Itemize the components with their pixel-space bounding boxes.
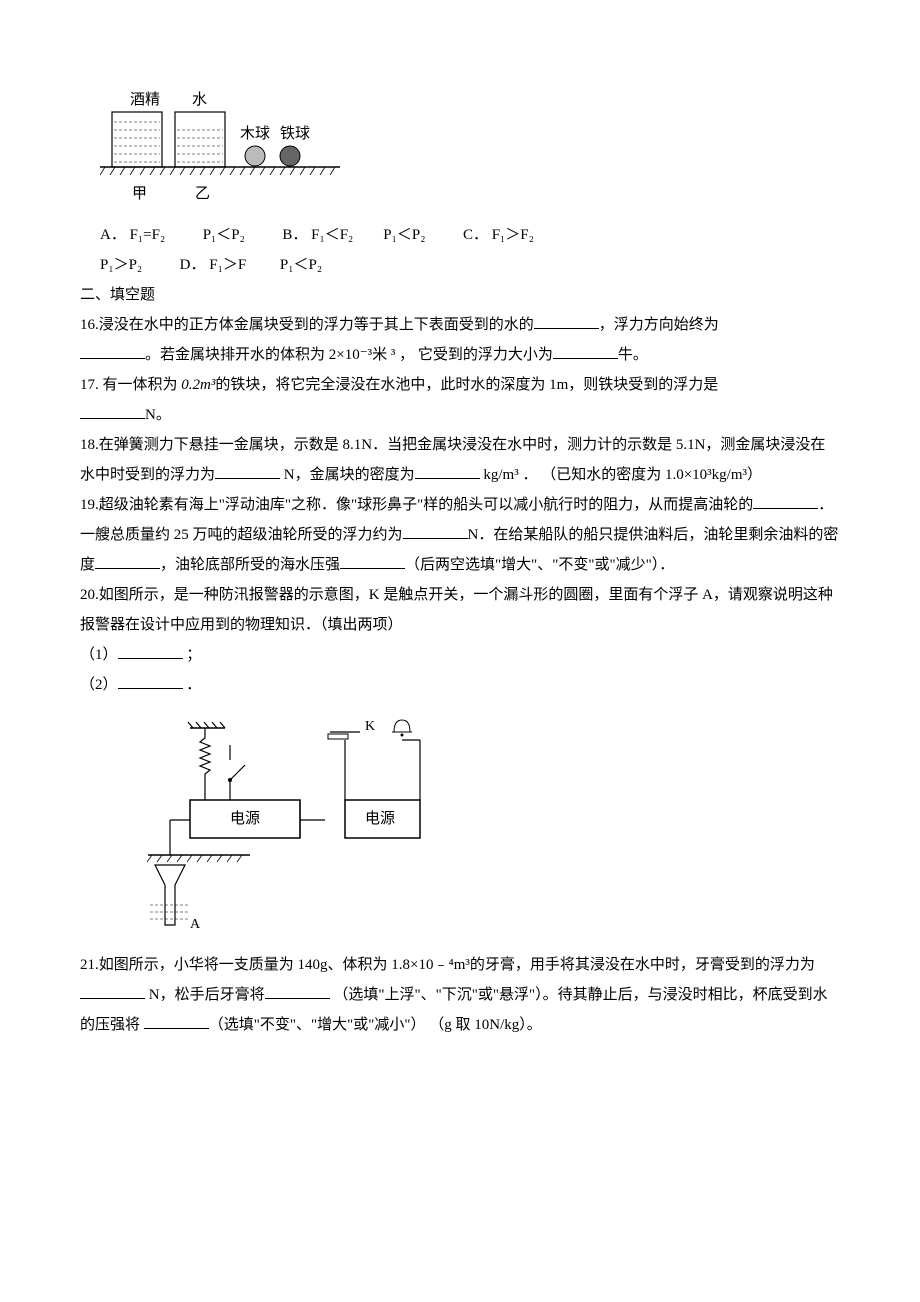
choice-a2: P₁＜P₂	[203, 227, 245, 243]
q18-mid1: N，金属块的密度为	[280, 467, 415, 483]
choice-d-pre: D．	[180, 257, 206, 273]
q20-svg: 电源 A 电源 K	[130, 710, 440, 940]
q16-mid1: ，浮力方向始终为	[599, 317, 719, 333]
q19-tail: （后两空选填"增大"、"不变"或"减少"）．	[405, 557, 674, 573]
q19-pre: 19.超级油轮素有海上"浮动油库"之称．像"球形鼻子"样的船头可以减小航行时的阻…	[80, 497, 753, 513]
q21-blank2[interactable]	[265, 983, 330, 999]
q16-tail: 牛。	[618, 347, 648, 363]
q20-item1: （1）	[80, 647, 118, 663]
q20-blank2[interactable]	[118, 673, 183, 689]
q16-blank1[interactable]	[534, 313, 599, 329]
choice-b-pre: B．	[282, 227, 307, 243]
section2-heading: 二、填空题	[80, 280, 840, 310]
q17-vol: 0.2m³	[181, 377, 215, 393]
q15-svg: 酒精 甲 水 乙	[100, 90, 360, 210]
alcohol-label: 酒精	[130, 91, 160, 108]
cup-a-label: 甲	[132, 186, 147, 202]
q21: 21.如图所示，小华将一支质量为 140g、体积为 1.8×10﹣⁴m³的牙膏，…	[80, 950, 840, 1040]
q19: 19.超级油轮素有海上"浮动油库"之称．像"球形鼻子"样的船头可以减小航行时的阻…	[80, 490, 840, 580]
q17-blank[interactable]	[80, 403, 145, 419]
choice-a-pre: A．	[100, 227, 126, 243]
wood-ball-label: 木球	[240, 125, 270, 142]
choice-b1: F₁＜F₂	[311, 227, 353, 243]
q21-blank1[interactable]	[80, 983, 145, 999]
q15-choices: A． F₁=F₂ P₁＜P₂ B． F₁＜F₂ P₁＜P₂ C． F₁＞F₂ P…	[100, 220, 840, 280]
q16-mid2: 。若金属块排开水的体积为 2×10⁻³米 ³ ， 它受到的浮力大小为	[145, 347, 553, 363]
q20-pre: 20.如图所示，是一种防汛报警器的示意图，K 是触点开关，一个漏斗形的圆圈，里面…	[80, 587, 833, 633]
q20-figure: 电源 A 电源 K	[130, 710, 840, 940]
q20-semi: ；	[183, 647, 202, 663]
water-label: 水	[192, 91, 207, 108]
q19-mid3: ，油轮底部所受的海水压强	[160, 557, 340, 573]
q20-blank1[interactable]	[118, 643, 183, 659]
q21-blank3[interactable]	[144, 1013, 209, 1029]
q18: 18.在弹簧测力下悬挂一金属块，示数是 8.1N．当把金属块浸没在水中时，测力计…	[80, 430, 840, 490]
choice-b2: P₁＜P₂	[383, 227, 425, 243]
q15-figure: 酒精 甲 水 乙	[100, 90, 840, 210]
q18-blank2[interactable]	[415, 463, 480, 479]
q21-tail: （选填"不变"、"增大"或"减小"） （g 取 10N/kg）。	[209, 1017, 542, 1033]
power-label-right: 电源	[365, 810, 395, 827]
q18-blank1[interactable]	[215, 463, 280, 479]
q16-pre: 16.浸没在水中的正方体金属块受到的浮力等于其上下表面受到的水的	[80, 317, 534, 333]
iron-ball-label: 铁球	[280, 125, 310, 142]
q16-blank2[interactable]	[80, 343, 145, 359]
q20-dot: ．	[183, 677, 202, 693]
q19-blank4[interactable]	[340, 553, 405, 569]
q20-item2: （2）	[80, 677, 118, 693]
q18-mid2: kg/m³ ． （已知水的密度为 1.0×10³kg/m³）	[480, 467, 762, 483]
choice-d3: P₁＜P₂	[280, 257, 322, 273]
choice-c1: F₁＞F₂	[492, 227, 534, 243]
q21-pre: 21.如图所示，小华将一支质量为 140g、体积为 1.8×10﹣⁴m³的牙膏，…	[80, 957, 815, 973]
q17: 17. 有一体积为 0.2m³的铁块，将它完全浸没在水池中，此时水的深度为 1m…	[80, 370, 840, 430]
q19-blank3[interactable]	[95, 553, 160, 569]
q20-item2-row: （2） ．	[80, 670, 840, 700]
a-label: A	[190, 917, 201, 932]
q16: 16.浸没在水中的正方体金属块受到的浮力等于其上下表面受到的水的 ，浮力方向始终为…	[80, 310, 840, 370]
q16-blank3[interactable]	[553, 343, 618, 359]
q19-blank2[interactable]	[403, 523, 468, 539]
choice-a1: F₁=F₂	[130, 227, 166, 243]
choice-d1: P₁＞P₂	[100, 257, 142, 273]
q20: 20.如图所示，是一种防汛报警器的示意图，K 是触点开关，一个漏斗形的圆圈，里面…	[80, 580, 840, 640]
q21-mid1: N，松手后牙膏将	[145, 987, 265, 1003]
q20-item1-row: （1） ；	[80, 640, 840, 670]
q17-mid: 的铁块，将它完全浸没在水池中，此时水的深度为 1m，则铁块受到的浮力是	[215, 377, 718, 393]
choice-c-pre: C．	[463, 227, 488, 243]
k-label: K	[365, 719, 375, 734]
choice-d2: F₁＞F	[209, 257, 246, 273]
q17-tail: N。	[145, 407, 171, 423]
q17-pre: 17. 有一体积为	[80, 377, 181, 393]
cup-b-label: 乙	[195, 186, 210, 202]
power-label-left: 电源	[230, 810, 260, 827]
q19-blank1[interactable]	[753, 493, 818, 509]
